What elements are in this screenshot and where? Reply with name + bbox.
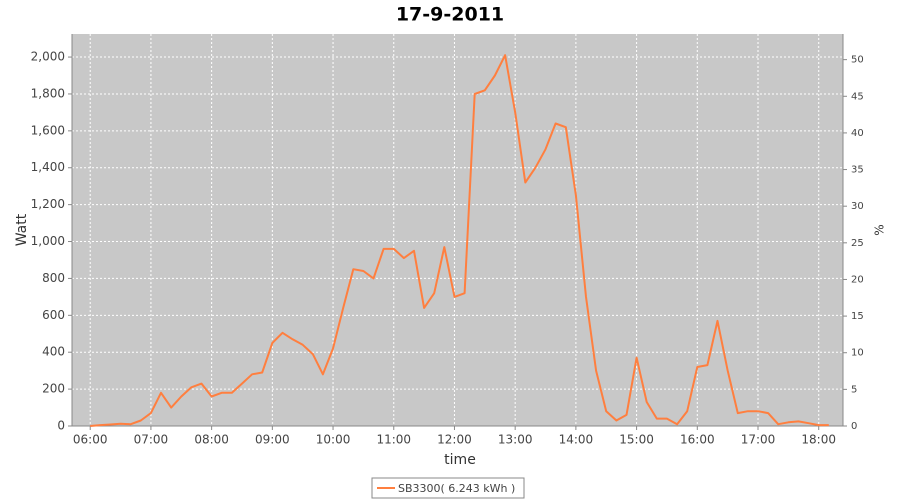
y-tick-label: 600: [42, 308, 65, 322]
chart-title: 17-9-2011: [396, 4, 504, 26]
x-tick-label: 13:00: [498, 433, 533, 447]
x-tick-label: 06:00: [73, 433, 108, 447]
y2-tick-label: 40: [851, 128, 864, 139]
x-tick-label: 18:00: [801, 433, 836, 447]
x-tick-label: 07:00: [134, 433, 169, 447]
y2-tick-label: 5: [851, 384, 857, 395]
series-line: [90, 54, 829, 427]
y2-tick-label: 20: [851, 274, 864, 285]
y-tick-label: 200: [42, 382, 65, 396]
x-tick-label: 10:00: [316, 433, 351, 447]
y2-tick-label: 25: [851, 238, 864, 249]
y2-tick-label: 0: [851, 421, 857, 432]
y-tick-label: 2,000: [31, 50, 65, 64]
y-tick-label: 1,000: [31, 234, 65, 248]
y-tick-label: 400: [42, 345, 65, 359]
x-tick-label: 12:00: [437, 433, 472, 447]
x-tick-label: 15:00: [619, 433, 654, 447]
legend: [371, 477, 525, 499]
x-tick-label: 17:00: [741, 433, 776, 447]
y-axis-label: Watt: [14, 213, 30, 246]
y-tick-label: 800: [42, 271, 65, 285]
y2-tick-label: 10: [851, 348, 864, 359]
y2-tick-label: 35: [851, 165, 864, 176]
y2-tick-label: 50: [851, 55, 864, 66]
y2-tick-label: 45: [851, 91, 864, 102]
legend-label: SB3300( 6.243 kWh ): [398, 482, 515, 495]
x-tick-label: 09:00: [255, 433, 290, 447]
x-tick-label: 11:00: [376, 433, 411, 447]
y-tick-label: 1,600: [31, 123, 65, 137]
x-tick-label: 16:00: [680, 433, 715, 447]
y2-axis-label: %: [873, 224, 887, 235]
y2-tick-label: 30: [851, 201, 864, 212]
y-tick-label: 1,800: [31, 86, 65, 100]
y-tick-label: 0: [57, 419, 65, 433]
plot-area: [72, 34, 843, 426]
x-tick-label: 08:00: [194, 433, 229, 447]
x-tick-label: 14:00: [559, 433, 594, 447]
x-axis-label: time: [444, 452, 476, 468]
y-tick-label: 1,200: [31, 197, 65, 211]
y-tick-label: 1,400: [31, 160, 65, 174]
y2-tick-label: 15: [851, 311, 864, 322]
